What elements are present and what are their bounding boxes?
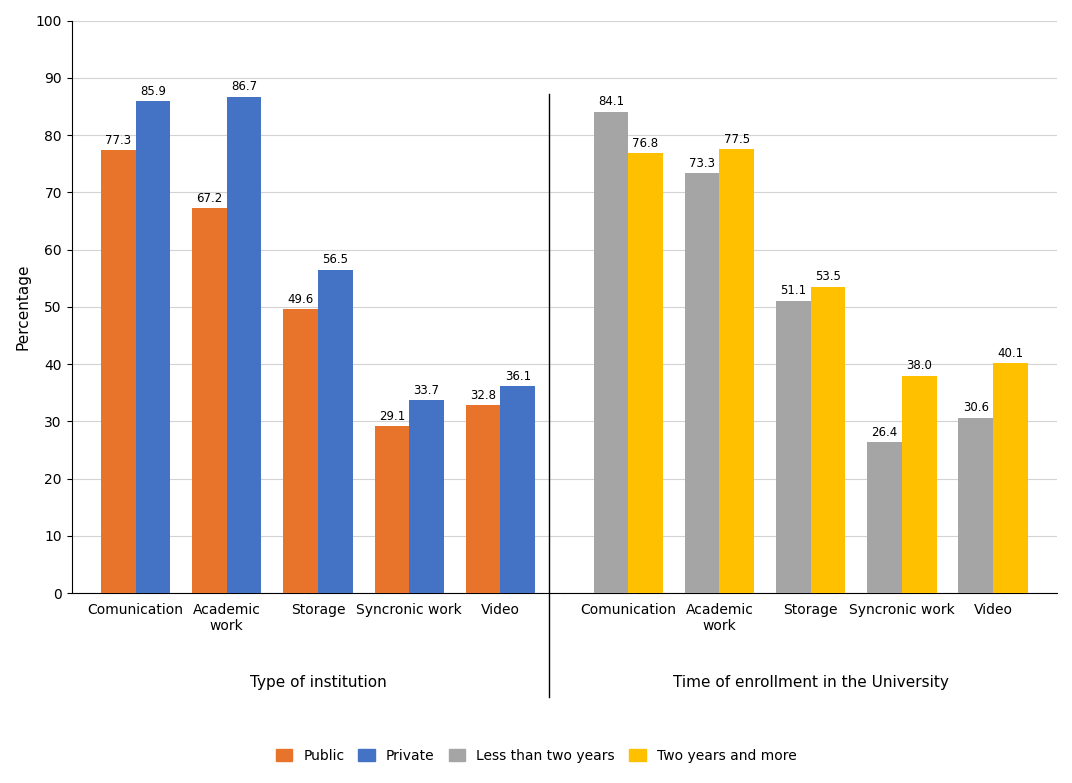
Bar xyxy=(410,400,444,593)
Text: 76.8: 76.8 xyxy=(632,137,658,150)
Text: 86.7: 86.7 xyxy=(232,80,257,93)
Bar xyxy=(227,96,262,593)
Bar xyxy=(594,111,628,593)
Text: 33.7: 33.7 xyxy=(414,384,440,397)
Bar xyxy=(719,150,754,593)
Text: 40.1: 40.1 xyxy=(997,347,1024,360)
Text: 85.9: 85.9 xyxy=(139,85,166,98)
Bar xyxy=(135,101,170,593)
Bar xyxy=(466,406,501,593)
Bar xyxy=(318,269,353,593)
Bar xyxy=(192,208,227,593)
Text: 73.3: 73.3 xyxy=(689,157,715,170)
X-axis label: Time of enrollment in the University: Time of enrollment in the University xyxy=(673,675,949,690)
Bar xyxy=(501,386,535,593)
Bar xyxy=(810,287,846,593)
Text: 49.6: 49.6 xyxy=(287,293,314,305)
Legend: Public, Private, Less than two years, Two years and more: Public, Private, Less than two years, Tw… xyxy=(270,743,802,768)
Text: 32.8: 32.8 xyxy=(471,389,496,402)
Text: 53.5: 53.5 xyxy=(815,270,840,283)
Bar xyxy=(685,173,719,593)
Text: 84.1: 84.1 xyxy=(598,95,624,108)
Bar xyxy=(283,309,318,593)
Bar xyxy=(958,418,993,593)
Bar xyxy=(628,153,662,593)
Y-axis label: Percentage: Percentage xyxy=(15,264,30,350)
Text: 56.5: 56.5 xyxy=(323,253,348,266)
Bar xyxy=(867,442,902,593)
Text: 38.0: 38.0 xyxy=(906,359,933,372)
Bar xyxy=(993,363,1028,593)
Text: 30.6: 30.6 xyxy=(963,402,988,414)
Text: 77.5: 77.5 xyxy=(724,133,749,146)
Text: 29.1: 29.1 xyxy=(378,410,405,423)
Text: 67.2: 67.2 xyxy=(196,192,223,205)
Bar xyxy=(374,427,410,593)
Text: 36.1: 36.1 xyxy=(505,370,531,383)
Bar xyxy=(776,301,810,593)
Text: 26.4: 26.4 xyxy=(872,425,897,438)
Text: 51.1: 51.1 xyxy=(780,284,806,297)
Bar xyxy=(101,150,135,593)
X-axis label: Type of institution: Type of institution xyxy=(250,675,386,690)
Text: 77.3: 77.3 xyxy=(105,134,131,147)
Bar xyxy=(902,376,937,593)
